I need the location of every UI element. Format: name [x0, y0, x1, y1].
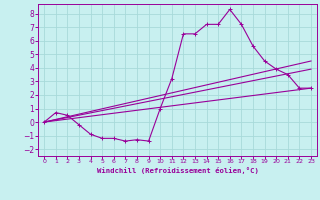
X-axis label: Windchill (Refroidissement éolien,°C): Windchill (Refroidissement éolien,°C) [97, 167, 259, 174]
